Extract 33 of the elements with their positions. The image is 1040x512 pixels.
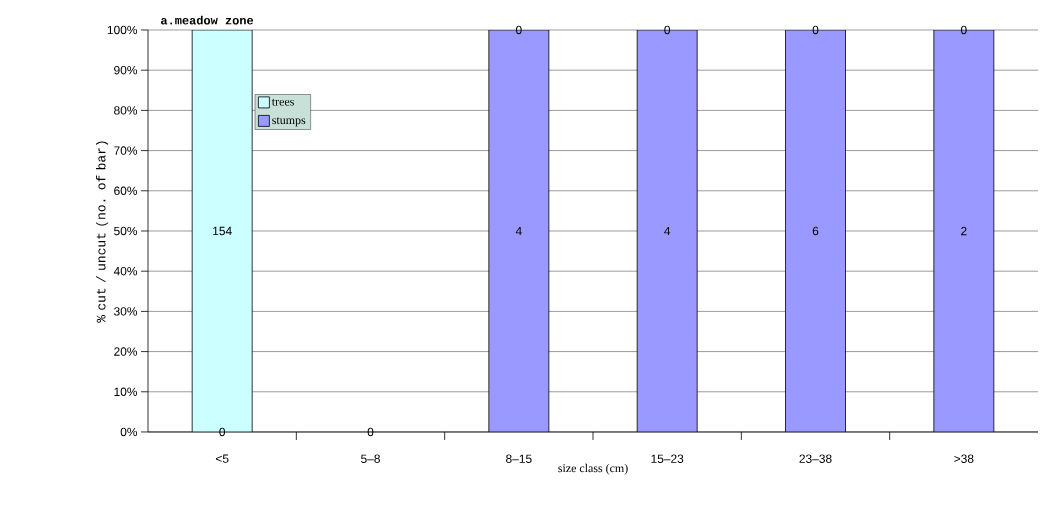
y-axis-title: % cut / uncut (no. of bar) xyxy=(96,141,109,323)
annotation: 0 xyxy=(664,25,671,35)
x-tick-label: 23–38 xyxy=(799,454,832,463)
annotation: 0 xyxy=(219,427,226,437)
y-tick-label: 100% xyxy=(107,25,138,35)
annotation: 0 xyxy=(812,25,819,35)
y-tick-label: 0% xyxy=(120,427,138,437)
annotation: 4 xyxy=(515,226,522,236)
x-tick-label: 15–23 xyxy=(651,454,684,463)
annotation: 0 xyxy=(515,25,522,35)
annotation: 2 xyxy=(961,226,967,236)
annotation: 154 xyxy=(213,226,232,236)
x-tick-label: <5 xyxy=(215,454,229,463)
x-tick-label: 5–8 xyxy=(361,454,380,463)
y-tick-label: 20% xyxy=(114,347,138,356)
y-tick-label: 70% xyxy=(114,146,138,155)
y-tick-label: 50% xyxy=(114,226,138,236)
y-tick-label: 80% xyxy=(114,106,138,115)
y-tick-label: 30% xyxy=(114,307,138,316)
x-tick-label: >38 xyxy=(954,454,974,463)
y-tick-label: 40% xyxy=(113,266,138,276)
annotation: 4 xyxy=(664,226,671,236)
legend-label: stumps xyxy=(272,117,306,127)
annotation: 0 xyxy=(367,427,374,437)
y-tick-label: 90% xyxy=(114,65,138,75)
chart-title: a.meadow zone xyxy=(161,15,254,25)
x-tick-label: 8–15 xyxy=(506,454,532,463)
annotation: 0 xyxy=(960,25,967,35)
y-tick-label: 10% xyxy=(114,387,138,397)
y-tick-label: 60% xyxy=(114,186,138,196)
legend-label: trees xyxy=(271,98,294,106)
annotation: 6 xyxy=(812,226,819,236)
x-axis-title: size class (cm) xyxy=(558,463,628,475)
